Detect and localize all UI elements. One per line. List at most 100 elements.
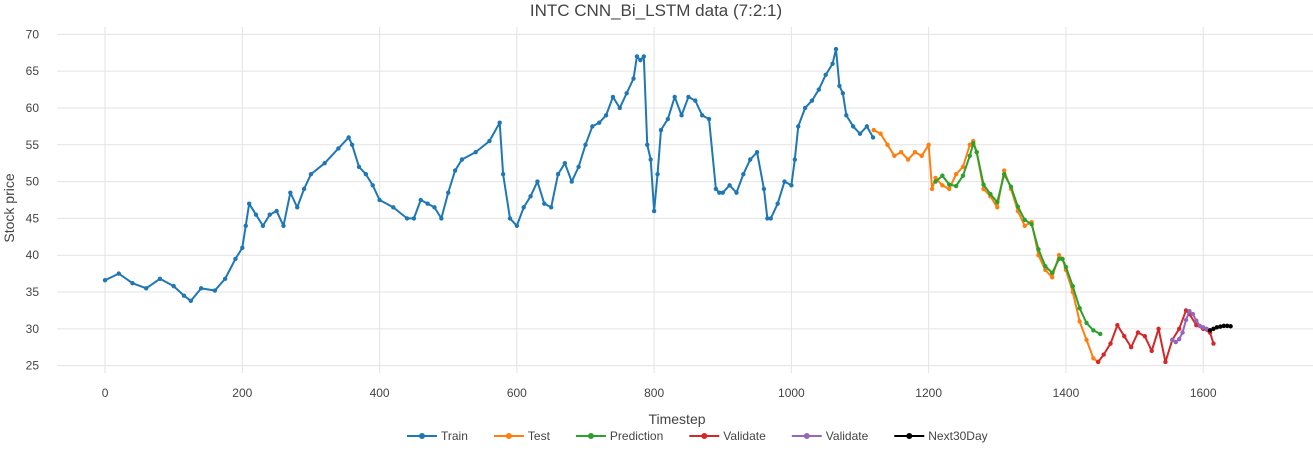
- plot-area: [102, 46, 1233, 365]
- data-point: [988, 191, 993, 197]
- y-tick-label: 45: [26, 211, 40, 225]
- data-point: [940, 183, 945, 188]
- data-point: [497, 120, 502, 125]
- data-point: [583, 142, 588, 147]
- x-tick-label: 200: [232, 386, 252, 400]
- data-point: [706, 116, 712, 122]
- data-point: [748, 157, 753, 162]
- data-point: [693, 98, 698, 103]
- data-point: [837, 83, 842, 89]
- legend-item[interactable]: Validate: [689, 429, 766, 443]
- data-point: [1170, 337, 1175, 343]
- data-point: [1128, 345, 1134, 350]
- data-point: [1197, 323, 1202, 329]
- data-point: [535, 179, 540, 184]
- data-point: [981, 182, 986, 187]
- data-point: [830, 61, 835, 67]
- data-point: [947, 182, 952, 187]
- data-point: [1001, 172, 1007, 177]
- legend-swatch-marker: [505, 433, 512, 439]
- y-tick-label: 40: [26, 248, 40, 262]
- data-point: [446, 190, 451, 195]
- data-point: [1225, 323, 1230, 329]
- data-point: [597, 120, 602, 125]
- data-point: [1001, 168, 1007, 173]
- data-point: [905, 157, 911, 162]
- legend-item[interactable]: Next30Day: [894, 429, 988, 443]
- series-validate-3: [1095, 308, 1216, 365]
- legend-label: Prediction: [610, 429, 663, 443]
- data-point: [792, 157, 798, 162]
- legend-swatch-marker: [906, 433, 913, 439]
- series-line: [104, 48, 874, 302]
- data-point: [1077, 306, 1082, 311]
- y-tick-label: 30: [26, 322, 40, 336]
- data-point: [157, 276, 163, 281]
- data-point: [1115, 322, 1120, 328]
- data-point: [507, 216, 513, 221]
- data-point: [933, 175, 938, 181]
- legend-item[interactable]: Test: [493, 429, 551, 443]
- data-point: [514, 223, 520, 228]
- data-point: [641, 54, 647, 59]
- data-point: [658, 127, 664, 133]
- data-point: [679, 113, 684, 118]
- grid: [57, 27, 1313, 373]
- data-point: [274, 208, 279, 214]
- legend-item[interactable]: Train: [407, 429, 468, 443]
- data-point: [1211, 326, 1216, 332]
- x-tick-label: 800: [644, 386, 664, 400]
- data-point: [1200, 325, 1206, 330]
- data-point: [665, 116, 671, 122]
- data-point: [892, 153, 897, 159]
- data-point: [953, 183, 959, 189]
- data-point: [404, 216, 410, 221]
- data-point: [459, 157, 465, 162]
- data-point: [617, 105, 622, 111]
- data-point: [1049, 275, 1055, 280]
- data-point: [1063, 264, 1069, 270]
- data-point: [1084, 337, 1089, 343]
- data-point: [439, 216, 444, 221]
- x-tick-label: 1600: [1190, 386, 1217, 400]
- data-point: [953, 172, 959, 177]
- data-point: [246, 201, 252, 206]
- data-point: [933, 179, 938, 184]
- data-point: [971, 141, 976, 146]
- data-point: [634, 54, 640, 59]
- data-point: [878, 131, 883, 136]
- data-point: [1043, 267, 1048, 273]
- x-tick-label: 1200: [915, 386, 942, 400]
- series-line: [873, 129, 1099, 363]
- data-point: [411, 216, 417, 221]
- data-point: [775, 201, 780, 206]
- data-point: [1056, 256, 1062, 262]
- data-point: [651, 208, 657, 214]
- data-point: [960, 164, 966, 170]
- data-point: [1077, 319, 1082, 324]
- legend-label: Next30Day: [928, 429, 987, 443]
- data-point: [569, 179, 574, 184]
- legend-item[interactable]: Prediction: [575, 429, 663, 443]
- data-point: [377, 197, 382, 203]
- x-axis-ticks: 0 200 400 600 800 1000 1200 1400 1600: [102, 386, 1217, 400]
- data-point: [1056, 253, 1062, 258]
- data-point: [521, 205, 526, 210]
- data-point: [370, 183, 375, 188]
- data-point: [1036, 247, 1041, 252]
- chart-title: INTC CNN_Bi_LSTM data (7:2:1): [530, 1, 782, 20]
- data-point: [1180, 330, 1185, 335]
- data-point: [1204, 326, 1209, 332]
- data-point: [1190, 311, 1196, 317]
- data-point: [288, 190, 293, 195]
- data-point: [346, 135, 351, 140]
- data-point: [1122, 333, 1127, 339]
- legend-item[interactable]: Validate: [791, 429, 869, 443]
- x-tick-label: 600: [507, 386, 527, 400]
- data-point: [885, 142, 890, 147]
- x-axis-title: Timestep: [648, 411, 705, 427]
- data-point: [102, 278, 108, 283]
- data-point: [871, 127, 876, 133]
- data-point: [1156, 326, 1161, 332]
- data-point: [1101, 352, 1106, 357]
